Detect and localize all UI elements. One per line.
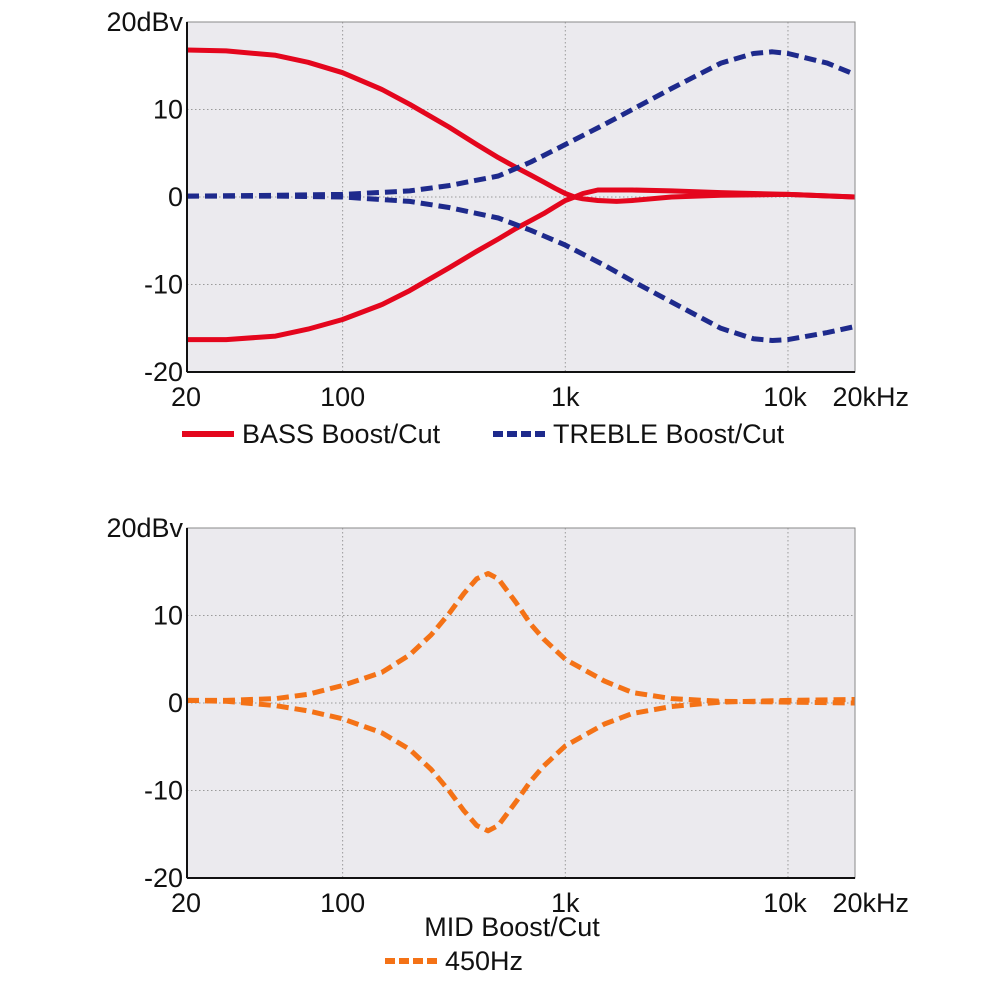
y-tick-label: -20: [144, 357, 183, 387]
x-tick-label: 20kHz: [832, 888, 909, 918]
series-line-1-1: [187, 697, 855, 834]
series-line-0-1: [187, 187, 855, 343]
x-tick-label: 20: [171, 888, 201, 918]
series-line-1-0: [187, 571, 855, 706]
x-tick-label: 100: [320, 382, 365, 412]
legend-item: BASS Boost/Cut: [182, 419, 441, 449]
x-tick-label: 10k: [763, 888, 807, 918]
legend-item: TREBLE Boost/Cut: [493, 419, 785, 449]
x-tick-label: 20: [171, 382, 201, 412]
series-line-0-0: [187, 47, 855, 204]
y-tick-label: 10: [153, 95, 183, 125]
y-tick-label: 20dBv: [106, 513, 183, 543]
legend-label: BASS Boost/Cut: [242, 419, 441, 449]
series-line-0-2: [187, 49, 855, 199]
x-tick-label: 100: [320, 888, 365, 918]
series-line-0-3: [187, 193, 855, 343]
y-tick-label: 20dBv: [106, 7, 183, 37]
x-tick-label: 1k: [551, 382, 580, 412]
y-tick-label: -20: [144, 863, 183, 893]
legend-label: 450Hz: [445, 946, 523, 976]
x-tick-label: 10k: [763, 382, 807, 412]
chart-title: MID Boost/Cut: [424, 912, 600, 942]
legend-label: TREBLE Boost/Cut: [553, 419, 785, 449]
y-tick-label: -10: [144, 776, 183, 806]
x-tick-label: 20kHz: [832, 382, 909, 412]
y-tick-label: -10: [144, 270, 183, 300]
legend-item: 450Hz: [385, 946, 523, 976]
y-tick-label: 0: [168, 182, 183, 212]
y-tick-label: 10: [153, 601, 183, 631]
x-tick-label: 1k: [551, 888, 580, 918]
y-tick-label: 0: [168, 688, 183, 718]
